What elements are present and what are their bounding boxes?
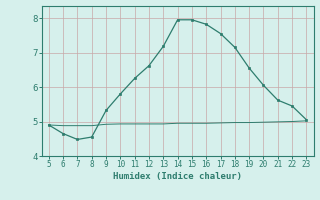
X-axis label: Humidex (Indice chaleur): Humidex (Indice chaleur) bbox=[113, 172, 242, 181]
